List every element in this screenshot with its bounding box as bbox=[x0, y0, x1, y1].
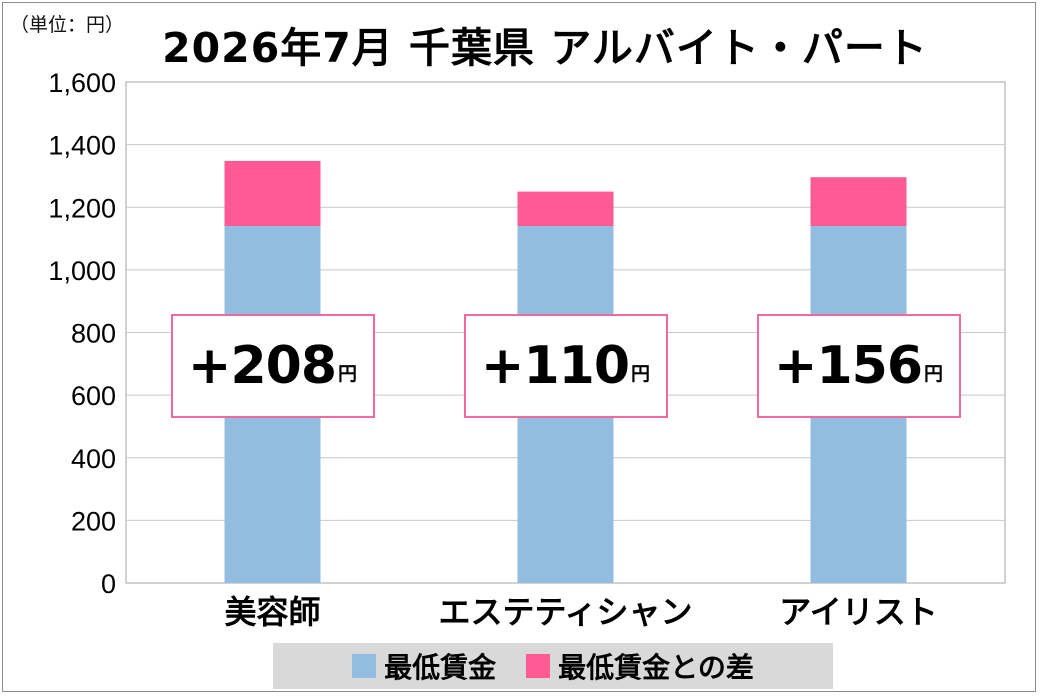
difference-value: +110 bbox=[480, 336, 630, 396]
bar-diff bbox=[810, 177, 907, 227]
legend-item-base: 最低賃金 bbox=[352, 646, 496, 686]
y-tick-label: 1,400 bbox=[48, 131, 116, 161]
x-category-label: エステティシャン bbox=[438, 593, 692, 631]
bar-diff bbox=[517, 191, 614, 227]
legend-label-base: 最低賃金 bbox=[384, 651, 497, 684]
y-tick-label: 1,600 bbox=[48, 68, 116, 98]
difference-value: +208 bbox=[187, 336, 337, 396]
difference-box: +156 円 bbox=[756, 314, 961, 418]
legend-swatch-base bbox=[352, 654, 377, 678]
difference-box: +208 円 bbox=[170, 314, 375, 418]
difference-unit: 円 bbox=[924, 363, 944, 385]
y-tick-label: 400 bbox=[71, 444, 116, 474]
legend-swatch-diff bbox=[526, 654, 551, 678]
difference-unit: 円 bbox=[631, 363, 651, 385]
y-tick-label: 800 bbox=[71, 319, 116, 349]
legend-label-diff: 最低賃金との差 bbox=[558, 651, 754, 684]
difference-box: +110 円 bbox=[463, 314, 668, 418]
y-tick-label: 600 bbox=[71, 381, 116, 411]
chart-title: 2026年7月 千葉県 アルバイト・パート bbox=[162, 24, 928, 72]
y-tick-label: 0 bbox=[101, 569, 116, 599]
bar-diff bbox=[224, 160, 321, 227]
difference-value: +156 bbox=[773, 336, 923, 396]
x-category-label: 美容師 bbox=[224, 593, 320, 631]
y-tick-label: 1,200 bbox=[48, 193, 116, 223]
y-tick-label: 200 bbox=[71, 506, 116, 536]
x-category-label: アイリスト bbox=[779, 593, 937, 631]
y-tick-label: 1,000 bbox=[48, 256, 116, 286]
legend-item-diff: 最低賃金との差 bbox=[526, 646, 754, 686]
unit-note: （単位：円） bbox=[10, 14, 125, 36]
legend: 最低賃金 最低賃金との差 bbox=[273, 643, 833, 689]
difference-unit: 円 bbox=[338, 363, 358, 385]
